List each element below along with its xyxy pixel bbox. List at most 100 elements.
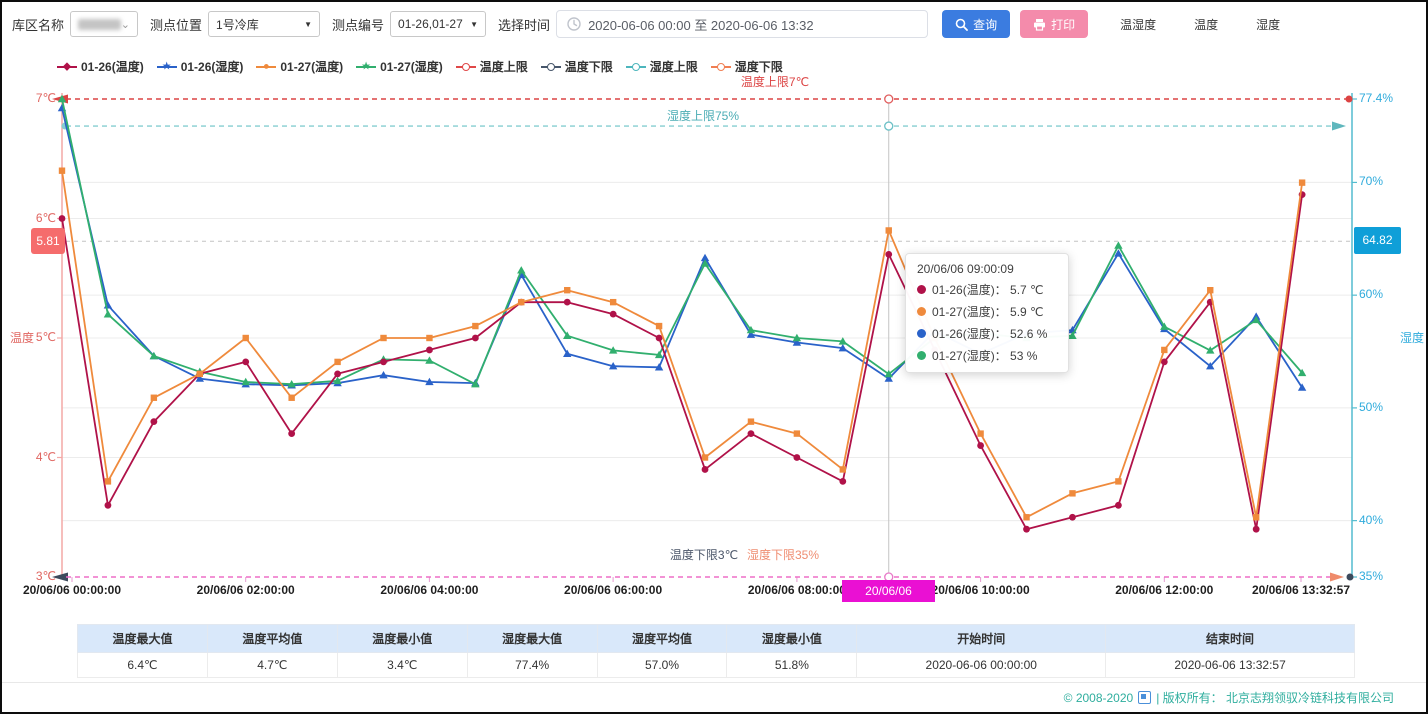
series-color-dot (917, 307, 926, 316)
star-marker-icon: ★ (356, 61, 377, 72)
x-axis-tick-label: 20/06/06 06:00:00 (564, 583, 663, 597)
legend-item-label: 01-27(温度) (280, 60, 344, 74)
copyright-years: © 2008-2020 (1063, 690, 1134, 705)
y-left-axis-name: 温度 (10, 331, 35, 345)
query-button-label: 查询 (973, 17, 998, 32)
mode-button-湿度[interactable]: 湿度 (1250, 15, 1286, 34)
tooltip-row-text: 01-26(温度)： 5.7 ℃ (932, 283, 1044, 297)
limit-lines (52, 94, 1354, 582)
y-right-tick-label: 60% (1359, 287, 1384, 302)
legend-item-label: 01-26(湿度) (180, 60, 244, 74)
series-color-dot (917, 285, 926, 294)
summary-header-cell: 湿度最小值 (726, 624, 858, 653)
limit-label-湿度上限: 湿度上限75% (666, 109, 740, 123)
point-select-value: 01-26,01-27 (398, 17, 463, 31)
star-marker-icon: ★ (156, 61, 177, 72)
legend-item[interactable]: 温度上限 (455, 58, 528, 75)
legend-item[interactable]: ◆ 01-26(温度) (57, 58, 144, 75)
summary-header-cell: 湿度最大值 (466, 624, 598, 653)
gridlines (62, 181, 1352, 522)
y-right-tick-label: 70% (1359, 174, 1384, 189)
x-axis-tick-label: 20/06/06 08:00:00 (747, 583, 846, 597)
legend-item-label: 湿度下限 (734, 60, 783, 74)
legend-item[interactable]: 湿度下限 (710, 58, 783, 75)
point-select[interactable]: 01-26,01-27 ▼ (390, 11, 487, 37)
y-right-axis-name: 湿度 (1400, 331, 1425, 345)
y-left-tick-label: 3℃ (35, 569, 56, 583)
axis-pointer-temp-badge: 5.81 (31, 228, 65, 254)
y-left-tick-label: 4℃ (35, 449, 56, 464)
tooltip-row: 01-27(湿度)： 53 % (917, 347, 1057, 364)
summary-table-header-row: 温度最大值 温度平均值 温度最小值 湿度最大值 湿度平均值 湿度最小值 开始时间 结束时间 (77, 624, 1355, 653)
y-right-tick-label: 40% (1359, 512, 1384, 527)
search-icon (955, 18, 968, 31)
summary-value-cell: 57.0% (596, 652, 728, 678)
location-label: 测点位置 (150, 17, 203, 33)
summary-value-cell: 77.4% (466, 652, 598, 678)
limit-label-温度上限: 温度上限7℃ (740, 75, 810, 89)
y-left-tick-label: 7℃ (35, 91, 56, 105)
y-left-tick-label: 6℃ (35, 210, 56, 225)
tooltip-title: 20/06/06 09:00:09 (917, 262, 1014, 276)
tooltip-row: 01-26(温度)： 5.7 ℃ (917, 281, 1057, 298)
summary-value-cell: 6.4℃ (77, 652, 208, 678)
ring-marker-icon (710, 61, 731, 72)
diamond-marker-icon: ◆ (57, 61, 77, 72)
caret-down-icon: ▼ (470, 19, 479, 29)
tooltip-row-text: 01-26(湿度)： 52.6 % (932, 327, 1048, 341)
tooltip-rows: 01-26(温度)： 5.7 ℃ 01-27(温度)： 5.9 ℃ 01-26(湿度… (917, 281, 1057, 364)
tooltip-row: 01-27(温度)： 5.9 ℃ (917, 303, 1057, 320)
summary-value-cell: 2020-06-06 13:32:57 (1105, 652, 1355, 678)
warehouse-select[interactable]: ⌄ (70, 11, 139, 37)
summary-value-cell: 51.8% (726, 652, 858, 678)
caret-down-icon: ▼ (304, 19, 313, 29)
chevron-down-icon: ⌄ (120, 18, 131, 31)
summary-table: 温度最大值 温度平均值 温度最小值 湿度最大值 湿度平均值 湿度最小值 开始时间 结束时间 6… (77, 624, 1355, 678)
mode-button-温度[interactable]: 温度 (1188, 15, 1224, 34)
legend-item[interactable]: ★ 01-27(湿度) (356, 58, 443, 75)
x-axis-tick-label: 20/06/06 04:00:00 (380, 583, 479, 597)
point-label: 测点编号 (332, 17, 385, 33)
legend-item-label: 01-27(湿度) (380, 60, 443, 74)
tooltip-row: 01-26(湿度)： 52.6 % (917, 325, 1057, 342)
warehouse-label: 库区名称 (12, 17, 65, 33)
toolbar: 库区名称 ⌄ 测点位置 1号冷库 ▼ 测点编号 01-26,01-27 ▼ 选择… (12, 9, 1420, 39)
summary-header-cell: 温度平均值 (206, 624, 338, 653)
legend-item-label: 湿度上限 (649, 60, 698, 74)
summary-header-cell: 开始时间 (856, 624, 1107, 653)
print-button-label: 打印 (1051, 17, 1076, 32)
summary-header-cell: 温度最小值 (336, 624, 468, 653)
x-axis-tick-label: 20/06/06 12:00:00 (1115, 583, 1214, 597)
series-01-27(温度) (58, 167, 1306, 521)
footer: © 2008-2020 | 版权所有： 北京志翔领驭冷链科技有限公司 (2, 682, 1426, 712)
limit-label-温度下限: 温度下限3℃ (669, 548, 739, 562)
summary-value-cell: 4.7℃ (206, 652, 338, 678)
legend-item[interactable]: 湿度上限 (625, 58, 698, 75)
axis-pointer-time-label: 20/06/06 09:00:09 (842, 580, 935, 620)
mode-button-温湿度[interactable]: 温湿度 (1114, 15, 1162, 34)
beian-icon (1138, 691, 1152, 704)
query-button[interactable]: 查询 (942, 10, 1011, 38)
x-axis-tick-label: 20/06/06 13:32:57 (1251, 583, 1351, 597)
circle-marker-icon: ● (256, 61, 277, 72)
location-select[interactable]: 1号冷库 ▼ (208, 11, 321, 37)
ring-marker-icon (455, 61, 476, 72)
legend-item[interactable]: 温度下限 (540, 58, 613, 75)
y-left-tick-label: 5℃ (35, 330, 56, 344)
chart-legend: ◆ 01-26(温度) ★ 01-26(湿度) ● 01-27(温度) ★ 01-27(湿度)… (57, 58, 783, 75)
x-axis-tick-label: 20/06/06 10:00:00 (931, 583, 1030, 597)
printer-icon (1034, 18, 1046, 31)
legend-item-label: 温度下限 (564, 60, 613, 74)
series-color-dot (917, 351, 926, 360)
print-button[interactable]: 打印 (1020, 10, 1089, 38)
x-axis-tick-label: 20/06/06 00:00:00 (22, 583, 122, 597)
x-axis-tick-label: 20/06/06 02:00:00 (196, 583, 295, 597)
location-select-value: 1号冷库 (216, 17, 259, 32)
summary-value-cell: 2020-06-06 00:00:00 (856, 652, 1107, 678)
legend-item[interactable]: ★ 01-26(湿度) (156, 58, 244, 75)
summary-header-cell: 结束时间 (1105, 624, 1355, 653)
time-range-input[interactable]: 2020-06-06 00:00 至 2020-06-06 13:32 (556, 10, 929, 38)
legend-item[interactable]: ● 01-27(温度) (256, 58, 343, 75)
